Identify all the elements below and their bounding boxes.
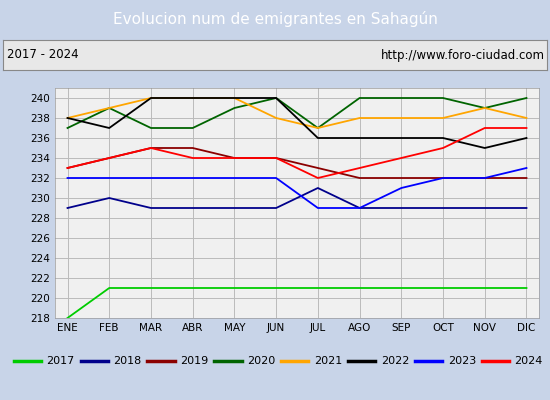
Text: http://www.foro-ciudad.com: http://www.foro-ciudad.com	[381, 48, 544, 62]
Text: 2017 - 2024: 2017 - 2024	[7, 48, 79, 62]
Text: 2018: 2018	[113, 356, 141, 366]
Text: 2020: 2020	[247, 356, 275, 366]
Text: 2019: 2019	[180, 356, 208, 366]
Text: Evolucion num de emigrantes en Sahagún: Evolucion num de emigrantes en Sahagún	[113, 11, 437, 27]
Text: 2022: 2022	[381, 356, 409, 366]
Text: 2023: 2023	[448, 356, 476, 366]
Text: 2021: 2021	[314, 356, 342, 366]
Text: 2024: 2024	[515, 356, 543, 366]
Text: 2017: 2017	[46, 356, 75, 366]
